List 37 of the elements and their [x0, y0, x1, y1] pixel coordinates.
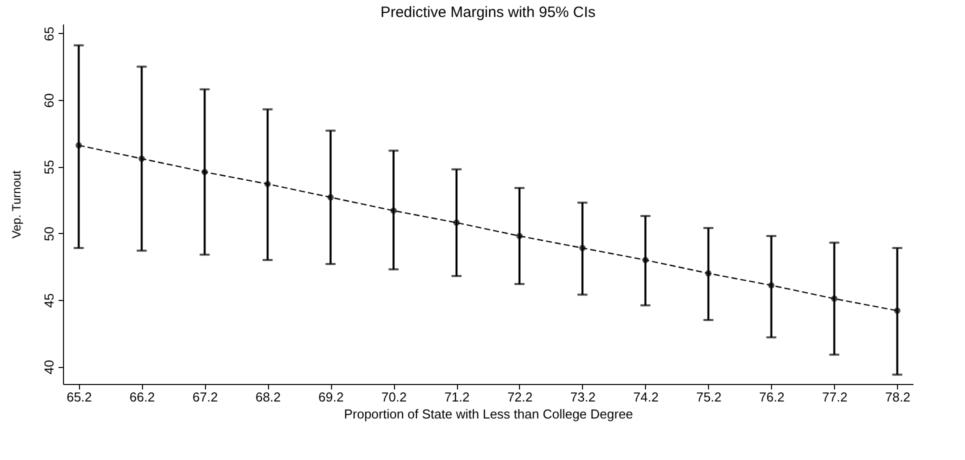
x-tick-label: 71.2: [444, 390, 470, 404]
y-tick-label: 40: [42, 360, 56, 374]
point: [768, 282, 774, 288]
x-tick-label: 69.2: [318, 390, 344, 404]
point: [327, 194, 334, 200]
y-tick-label: 45: [42, 293, 56, 308]
point: [453, 220, 460, 226]
point: [516, 232, 523, 240]
point: [579, 244, 586, 252]
point: [202, 168, 208, 176]
y-tick-label: 65: [42, 26, 56, 42]
x-tick-label: 67.2: [192, 390, 218, 404]
x-tick-label: 70.2: [381, 390, 407, 404]
x-axis-title: Proportion of State with Less than College Degree: [344, 406, 634, 422]
point: [894, 308, 900, 314]
x-tick-label: 68.2: [255, 390, 281, 404]
point: [76, 142, 82, 148]
x-tick-label: 77.2: [822, 390, 848, 404]
y-tick-label: 55: [42, 160, 56, 174]
x-tick-label: 66.2: [130, 390, 155, 404]
y-tick-label: 60: [42, 93, 56, 108]
x-tick-label: 78.2: [885, 390, 910, 404]
point: [642, 256, 649, 264]
y-tick-label: 50: [42, 226, 56, 242]
x-tick-label: 73.2: [570, 390, 596, 404]
x-tick-label: 76.2: [759, 390, 784, 404]
point: [390, 208, 397, 214]
chart-title: Predictive Margins with 95% CIs: [380, 4, 596, 21]
point: [264, 180, 271, 188]
y-axis-title: Vep. Turnout: [10, 170, 24, 239]
x-tick-label: 65.2: [66, 390, 92, 404]
point: [138, 156, 145, 162]
x-tick-label: 72.2: [507, 390, 533, 404]
point: [831, 296, 838, 302]
x-tick-label: 75.2: [696, 390, 722, 404]
point: [705, 270, 712, 276]
x-tick-label: 74.2: [633, 390, 659, 404]
